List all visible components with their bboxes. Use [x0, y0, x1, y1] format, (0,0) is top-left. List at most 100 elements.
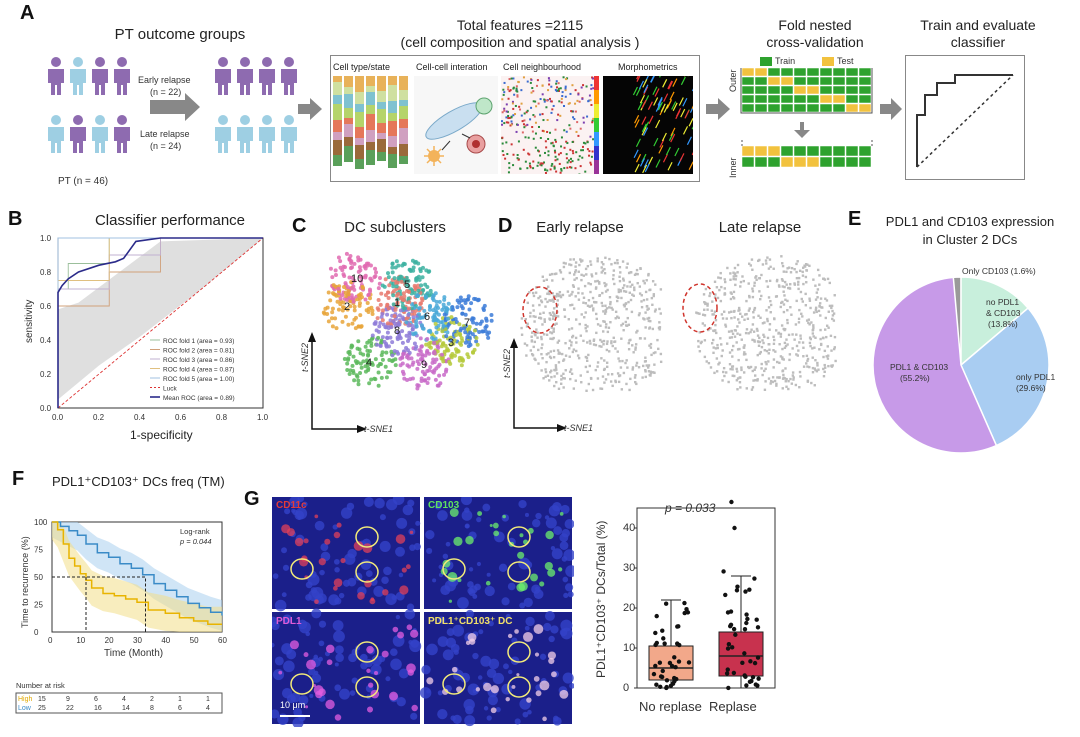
nucleus: [553, 526, 563, 535]
tsne-point: [575, 277, 578, 280]
tsne-point: [830, 364, 833, 367]
tsne-point: [798, 341, 801, 344]
tsne-point: [375, 316, 380, 321]
tsne-point: [737, 318, 740, 321]
tsne-point: [654, 351, 657, 354]
risk-row-label: Low: [18, 705, 32, 712]
tsne-point: [766, 317, 769, 321]
tsne-point: [639, 267, 642, 270]
tsne-point: [533, 357, 536, 360]
tsne-point: [827, 364, 830, 368]
tsne-point: [775, 384, 778, 387]
roc-xtick: 0.8: [216, 413, 228, 422]
tsne-point: [414, 324, 419, 329]
risk-cell: 14: [122, 705, 130, 712]
tsne-point: [732, 290, 736, 294]
tsne-point: [789, 271, 793, 274]
tsne-point: [825, 324, 829, 327]
tsne-point: [437, 338, 442, 343]
tsne-point: [649, 342, 653, 346]
morph-stroke: [663, 104, 669, 113]
tsne-point: [373, 320, 378, 325]
tsne-point: [623, 305, 626, 308]
tsne-point: [419, 378, 424, 383]
neighbourhood-dot: [537, 125, 540, 128]
neighbourhood-dot: [577, 158, 580, 161]
tile-label-neighbourhood: Cell neighbourhood: [503, 62, 582, 72]
nucleus: [311, 587, 324, 599]
cv-inner-cell: [819, 156, 833, 168]
tsne-point: [790, 313, 793, 316]
km-high-band: [52, 522, 222, 632]
tsne-point: [466, 344, 471, 349]
tsne-point: [617, 290, 621, 294]
tsne-point: [798, 370, 802, 374]
tsne-point: [833, 346, 836, 349]
neighbourhood-dot: [581, 145, 584, 148]
tsne-point: [406, 313, 411, 318]
tsne-point: [767, 296, 771, 299]
neighbourhood-dot: [581, 149, 584, 152]
tsne-point: [392, 314, 397, 319]
stacked-bar-segment: [333, 132, 342, 140]
stained-cell: [492, 522, 499, 529]
tsne-point: [545, 333, 549, 336]
tsne-point: [606, 288, 609, 292]
neighbourhood-dot: [532, 137, 535, 140]
stacked-bar-segment: [377, 139, 386, 152]
cluster-label: 3: [448, 337, 454, 349]
tsne-point: [589, 342, 592, 345]
dc-subclusters-title: DC subclusters: [344, 219, 446, 236]
neighbourhood-dot: [541, 84, 544, 87]
neighbourhood-dot: [565, 130, 568, 133]
tsne-point: [647, 272, 650, 276]
tsne-point: [595, 312, 598, 316]
tsne-point: [789, 283, 792, 286]
morph-stroke: [663, 93, 669, 102]
nucleus: [514, 718, 521, 725]
risk-cell: 1: [206, 696, 210, 703]
box-datapoint: [729, 645, 735, 650]
tsne-point: [383, 325, 388, 330]
neighbourhood-dot: [501, 150, 504, 153]
tsne-point: [800, 297, 803, 301]
tsne-point: [646, 366, 650, 369]
morph-stroke: [636, 76, 641, 82]
tsne-point: [376, 329, 381, 334]
morph-stroke: [634, 119, 640, 128]
neighbourhood-dot: [557, 82, 560, 85]
tsne-point: [417, 277, 422, 282]
neighbourhood-dot: [517, 158, 520, 161]
tsne-point: [729, 272, 732, 275]
tsne-point: [359, 324, 364, 329]
nucleus: [562, 576, 569, 583]
nucleus: [426, 547, 433, 555]
cv-inner-cell: [780, 156, 794, 168]
tsne-point: [812, 324, 815, 327]
tsne-point: [704, 287, 708, 291]
nucleus: [274, 599, 287, 612]
tsne-point: [649, 374, 652, 377]
tsne-point: [555, 372, 559, 375]
tsne-point: [561, 352, 564, 356]
tsne-point: [407, 350, 412, 355]
cv-cell: [845, 94, 859, 104]
tsne-point: [415, 366, 420, 371]
nucleus: [339, 688, 350, 700]
km-ytick: 25: [34, 601, 43, 610]
neighbourhood-dot: [568, 159, 571, 162]
tsne-point: [558, 352, 562, 355]
nucleus: [383, 566, 392, 576]
neighbourhood-dot: [542, 161, 545, 164]
tsne-point: [582, 301, 585, 304]
tsne-point: [651, 280, 655, 283]
neighbourhood-dot: [505, 116, 508, 119]
neighbourhood-dot: [519, 167, 522, 170]
tsne-point: [380, 318, 385, 323]
box-datapoint: [724, 671, 730, 676]
tsne-point: [750, 258, 754, 261]
box-datapoint: [748, 659, 753, 664]
tsne-point: [613, 261, 617, 265]
tsne-point: [640, 294, 643, 297]
tsne-point: [614, 347, 617, 350]
